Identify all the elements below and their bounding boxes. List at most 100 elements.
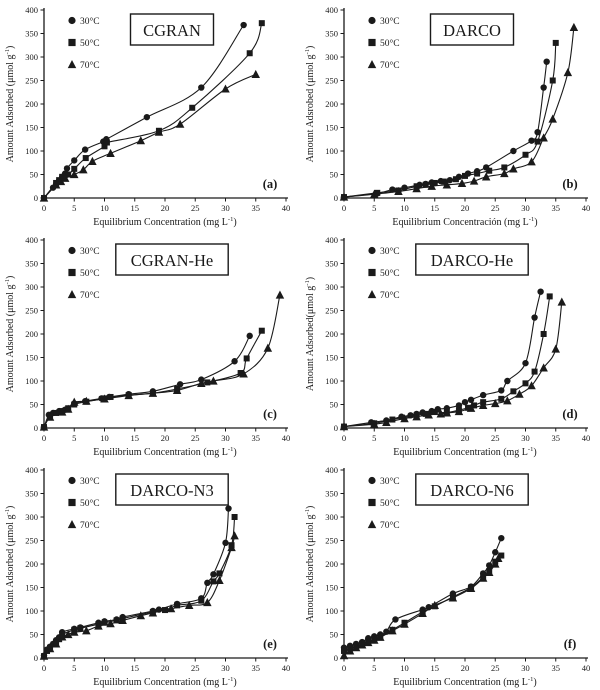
series-70c-point bbox=[70, 627, 79, 636]
series-70c-point bbox=[400, 619, 409, 628]
series-70c-point bbox=[88, 156, 97, 165]
circle-legend-marker-icon bbox=[368, 246, 376, 255]
y-tick-label: 350 bbox=[325, 29, 338, 39]
x-tick-label: 10 bbox=[100, 203, 109, 213]
series-50c-point bbox=[101, 143, 108, 150]
panel-title: CGRAN-He bbox=[131, 251, 214, 270]
series-50c-point bbox=[374, 189, 381, 196]
series-70c-point bbox=[39, 651, 49, 660]
series-70c-point bbox=[136, 611, 146, 620]
x-tick-label: 30 bbox=[221, 203, 230, 213]
series-50c-point bbox=[546, 293, 553, 300]
x-tick-label: 10 bbox=[100, 433, 109, 443]
series-50c-point bbox=[474, 170, 481, 177]
series-30c-point bbox=[392, 616, 399, 623]
x-tick-label: 15 bbox=[431, 663, 440, 673]
y-axis-title: Amount Adsorbed (μmol g-1) bbox=[4, 506, 16, 623]
series-50c-curve bbox=[343, 42, 557, 198]
series-70c-point bbox=[363, 637, 373, 647]
x-tick-label: 25 bbox=[491, 663, 500, 673]
series-70c-point bbox=[539, 133, 548, 142]
series-50c-point bbox=[341, 647, 347, 654]
series-70c-point bbox=[106, 148, 115, 157]
series-70c-point bbox=[527, 157, 536, 166]
series-50c-point bbox=[552, 39, 559, 46]
series-50c-point bbox=[77, 625, 84, 632]
legend-label: 30°C bbox=[80, 476, 100, 487]
circle-legend-marker-icon bbox=[368, 476, 376, 485]
y-tick-label: 50 bbox=[330, 170, 339, 180]
series-50c-point bbox=[237, 370, 244, 377]
series-30c-point bbox=[210, 571, 217, 578]
chart-panel-b: 0 5 10 15 20 25 30 35 40050100150200250300350400… bbox=[300, 0, 600, 230]
x-tick-label: 40 bbox=[282, 203, 291, 213]
y-tick-label: 150 bbox=[25, 583, 38, 593]
series-30c-point bbox=[498, 534, 505, 542]
panel-title-box bbox=[115, 243, 229, 276]
series-70c-point bbox=[45, 412, 55, 421]
legend-label: 50°C bbox=[380, 498, 400, 509]
series-50c-point bbox=[534, 138, 541, 145]
series-50c-point bbox=[531, 368, 538, 375]
square-legend-marker-icon bbox=[68, 498, 76, 507]
series-70c-point bbox=[136, 136, 146, 145]
series-70c-point bbox=[357, 640, 367, 649]
series-70c-point bbox=[424, 410, 433, 419]
y-tick-label: 150 bbox=[325, 123, 338, 133]
y-tick-label: 50 bbox=[30, 630, 39, 640]
y-tick-label: 150 bbox=[325, 583, 338, 593]
y-tick-label: 0 bbox=[34, 193, 38, 203]
series-50c-point bbox=[258, 20, 265, 27]
series-70c-point bbox=[263, 343, 273, 352]
series-70c-point bbox=[339, 192, 349, 201]
legend: 30°C 50°C 70°C bbox=[67, 16, 100, 71]
series-50c-point bbox=[174, 602, 181, 609]
series-70c-point bbox=[39, 422, 49, 431]
series-30c-curve bbox=[343, 61, 548, 198]
series-50c-point bbox=[501, 164, 508, 171]
legend-label: 30°C bbox=[380, 16, 400, 27]
series-30c-curve bbox=[343, 291, 542, 428]
x-axis-title: Equilibrium Concentration (mg L-1) bbox=[93, 446, 237, 458]
series-50c-point bbox=[498, 552, 505, 559]
series-70c-point bbox=[551, 344, 560, 353]
legend-label: 70°C bbox=[80, 290, 100, 301]
series-70c-point bbox=[412, 412, 421, 421]
series-70c-point bbox=[509, 164, 518, 173]
series-50c-point bbox=[231, 514, 238, 520]
series-70c-point bbox=[124, 391, 133, 400]
x-tick-label: 0 bbox=[342, 663, 346, 673]
series-50c-point bbox=[486, 167, 493, 174]
y-tick-label: 250 bbox=[25, 76, 38, 86]
series-50c-point bbox=[103, 139, 110, 146]
series-50c-point bbox=[65, 171, 72, 178]
x-tick-label: 5 bbox=[72, 203, 76, 213]
series-70c-point bbox=[118, 615, 127, 624]
legend-label: 50°C bbox=[80, 498, 100, 509]
series-70c-point bbox=[500, 169, 509, 178]
series-70c-point bbox=[351, 643, 361, 652]
x-tick-label: 5 bbox=[372, 663, 376, 673]
panel-title: DARCO-He bbox=[431, 251, 514, 270]
y-tick-label: 150 bbox=[25, 123, 38, 133]
x-tick-label: 20 bbox=[461, 433, 470, 443]
series-70c-point bbox=[448, 593, 458, 602]
y-axis-title: Amount Adsorbed(μmol g-1) bbox=[304, 277, 316, 391]
x-tick-label: 15 bbox=[431, 203, 440, 213]
series-70c-point bbox=[70, 397, 79, 406]
x-tick-label: 0 bbox=[342, 203, 346, 213]
y-tick-label: 400 bbox=[325, 465, 338, 475]
x-tick-label: 15 bbox=[131, 433, 140, 443]
series-30c-point bbox=[63, 165, 71, 172]
series-70c-point bbox=[197, 378, 206, 387]
y-tick-label: 200 bbox=[325, 329, 338, 339]
x-tick-label: 5 bbox=[72, 663, 76, 673]
series-70c-point bbox=[209, 376, 218, 385]
series-70c-point bbox=[491, 559, 500, 568]
series-50c-point bbox=[431, 409, 438, 416]
series-70c-point bbox=[148, 388, 158, 397]
x-tick-label: 15 bbox=[431, 433, 440, 443]
legend-label: 70°C bbox=[80, 60, 100, 71]
series-70c-point bbox=[45, 644, 55, 653]
series-70c-point bbox=[527, 381, 536, 390]
